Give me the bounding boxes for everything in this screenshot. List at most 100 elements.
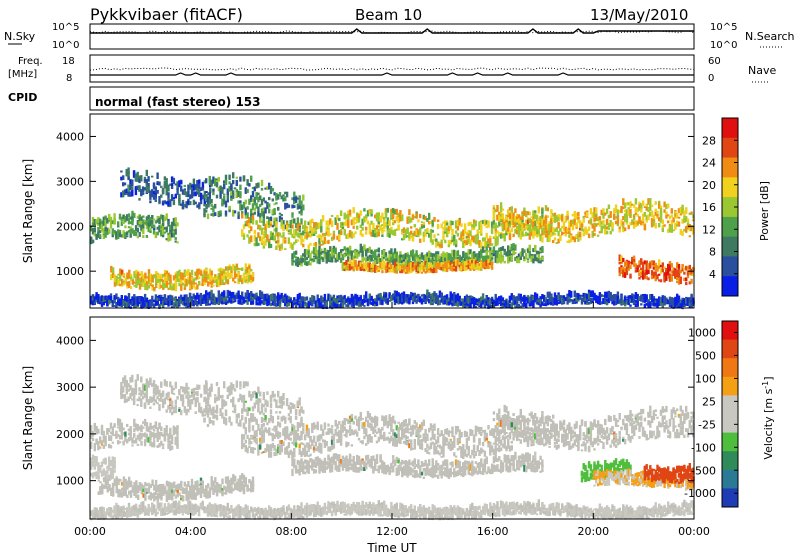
scatter-cell bbox=[153, 288, 155, 291]
scatter-cell bbox=[219, 210, 221, 213]
scatter-cell bbox=[142, 193, 144, 195]
scatter-cell bbox=[681, 231, 683, 236]
cpid-label: CPID bbox=[8, 91, 37, 104]
scatter-cell bbox=[502, 209, 504, 211]
scatter-cell bbox=[583, 218, 585, 223]
scatter-cell bbox=[218, 177, 220, 182]
scatter-cell bbox=[663, 224, 665, 227]
scatter-cell bbox=[640, 303, 642, 305]
scatter-cell bbox=[360, 210, 362, 215]
scatter-cell bbox=[525, 303, 527, 307]
scatter-cell bbox=[529, 220, 531, 222]
scatter-cell bbox=[211, 271, 213, 276]
scatter-cell bbox=[252, 303, 254, 305]
scatter-cell bbox=[428, 213, 430, 220]
scatter-cell bbox=[502, 213, 504, 215]
scatter-cell bbox=[536, 234, 538, 237]
scatter-cell bbox=[268, 198, 270, 200]
scatter-cell bbox=[331, 215, 333, 217]
scatter-cell bbox=[160, 195, 162, 197]
scatter-cell bbox=[277, 207, 279, 210]
scatter-cell bbox=[595, 207, 597, 213]
scatter-cell bbox=[365, 231, 367, 235]
scatter-cell bbox=[293, 218, 295, 223]
scatter-cell bbox=[110, 296, 112, 300]
scatter-cell bbox=[252, 277, 254, 281]
scatter-cell bbox=[529, 236, 531, 240]
scatter-cell bbox=[579, 234, 581, 238]
scatter-cell bbox=[207, 214, 209, 220]
scatter-cell bbox=[662, 228, 664, 232]
scatter-cell bbox=[194, 283, 196, 285]
scatter-cell bbox=[504, 261, 506, 264]
scatter-cell bbox=[149, 200, 151, 203]
scatter-cell bbox=[234, 210, 236, 213]
scatter-cell bbox=[606, 208, 608, 214]
scatter-cell bbox=[349, 210, 351, 216]
scatter-cell bbox=[541, 257, 543, 261]
scatter-cell bbox=[167, 194, 169, 198]
scatter-cell bbox=[275, 202, 277, 204]
scatter-cell bbox=[255, 220, 257, 223]
scatter-cell bbox=[169, 200, 171, 206]
scatter-cell bbox=[284, 240, 286, 244]
scatter-cell bbox=[273, 213, 275, 215]
scatter-cell bbox=[214, 212, 216, 216]
scatter-cell bbox=[529, 224, 531, 229]
scatter-cell bbox=[250, 176, 252, 182]
scatter-cell bbox=[637, 301, 639, 307]
scatter-cell bbox=[629, 305, 631, 307]
scatter-cell bbox=[435, 239, 437, 242]
scatter-cell bbox=[617, 215, 619, 217]
scatter-cell bbox=[505, 220, 507, 223]
scatter-cell bbox=[486, 233, 488, 239]
scatter-cell bbox=[326, 302, 328, 307]
scatter-cell bbox=[507, 228, 509, 231]
scatter-cell bbox=[381, 270, 383, 273]
scatter-cell bbox=[156, 173, 158, 180]
scatter-cell bbox=[511, 206, 513, 212]
scatter-cell bbox=[236, 177, 238, 179]
scatter-cell bbox=[538, 229, 540, 235]
scatter-cell bbox=[340, 210, 342, 216]
scatter-cell bbox=[175, 217, 177, 223]
nsearch-label: N.Search bbox=[745, 30, 795, 43]
scatter-cell bbox=[156, 190, 158, 194]
scatter-cell bbox=[175, 281, 177, 286]
scatter-cell bbox=[275, 221, 277, 228]
scatter-cell bbox=[209, 188, 211, 190]
scatter-cell bbox=[579, 232, 581, 234]
scatter-cell bbox=[460, 223, 462, 227]
scatter-cell bbox=[284, 237, 286, 240]
scatter-cell bbox=[559, 235, 561, 241]
scatter-cell bbox=[586, 212, 588, 217]
scatter-cell bbox=[290, 220, 292, 225]
scatter-cell bbox=[626, 216, 628, 223]
nave-tick-top: 60 bbox=[708, 56, 721, 67]
scatter-cell bbox=[511, 255, 513, 261]
scatter-cell bbox=[162, 188, 164, 195]
scatter-cell bbox=[153, 226, 155, 228]
scatter-cell bbox=[365, 227, 367, 231]
scatter-cell bbox=[151, 176, 153, 178]
scatter-cell bbox=[167, 192, 169, 195]
scatter-cell bbox=[281, 244, 283, 249]
scatter-cell bbox=[588, 227, 590, 231]
scatter-cell bbox=[523, 249, 525, 252]
scatter-cell bbox=[263, 246, 265, 249]
nave-label: Nave bbox=[748, 64, 776, 77]
scatter-cell bbox=[514, 208, 516, 213]
scatter-cell bbox=[254, 212, 256, 215]
freq-frame bbox=[90, 55, 694, 82]
scatter-cell bbox=[302, 239, 304, 242]
scatter-cell bbox=[191, 270, 193, 276]
station-title: Pykkvibaer (fitACF) bbox=[90, 5, 243, 24]
scatter-cell bbox=[257, 207, 259, 212]
scatter-cell bbox=[176, 241, 178, 243]
scatter-cell bbox=[667, 204, 669, 209]
scatter-cell bbox=[142, 235, 144, 238]
scatter-cell bbox=[629, 214, 631, 217]
scatter-cell bbox=[112, 267, 114, 274]
scatter-cell bbox=[496, 225, 498, 228]
